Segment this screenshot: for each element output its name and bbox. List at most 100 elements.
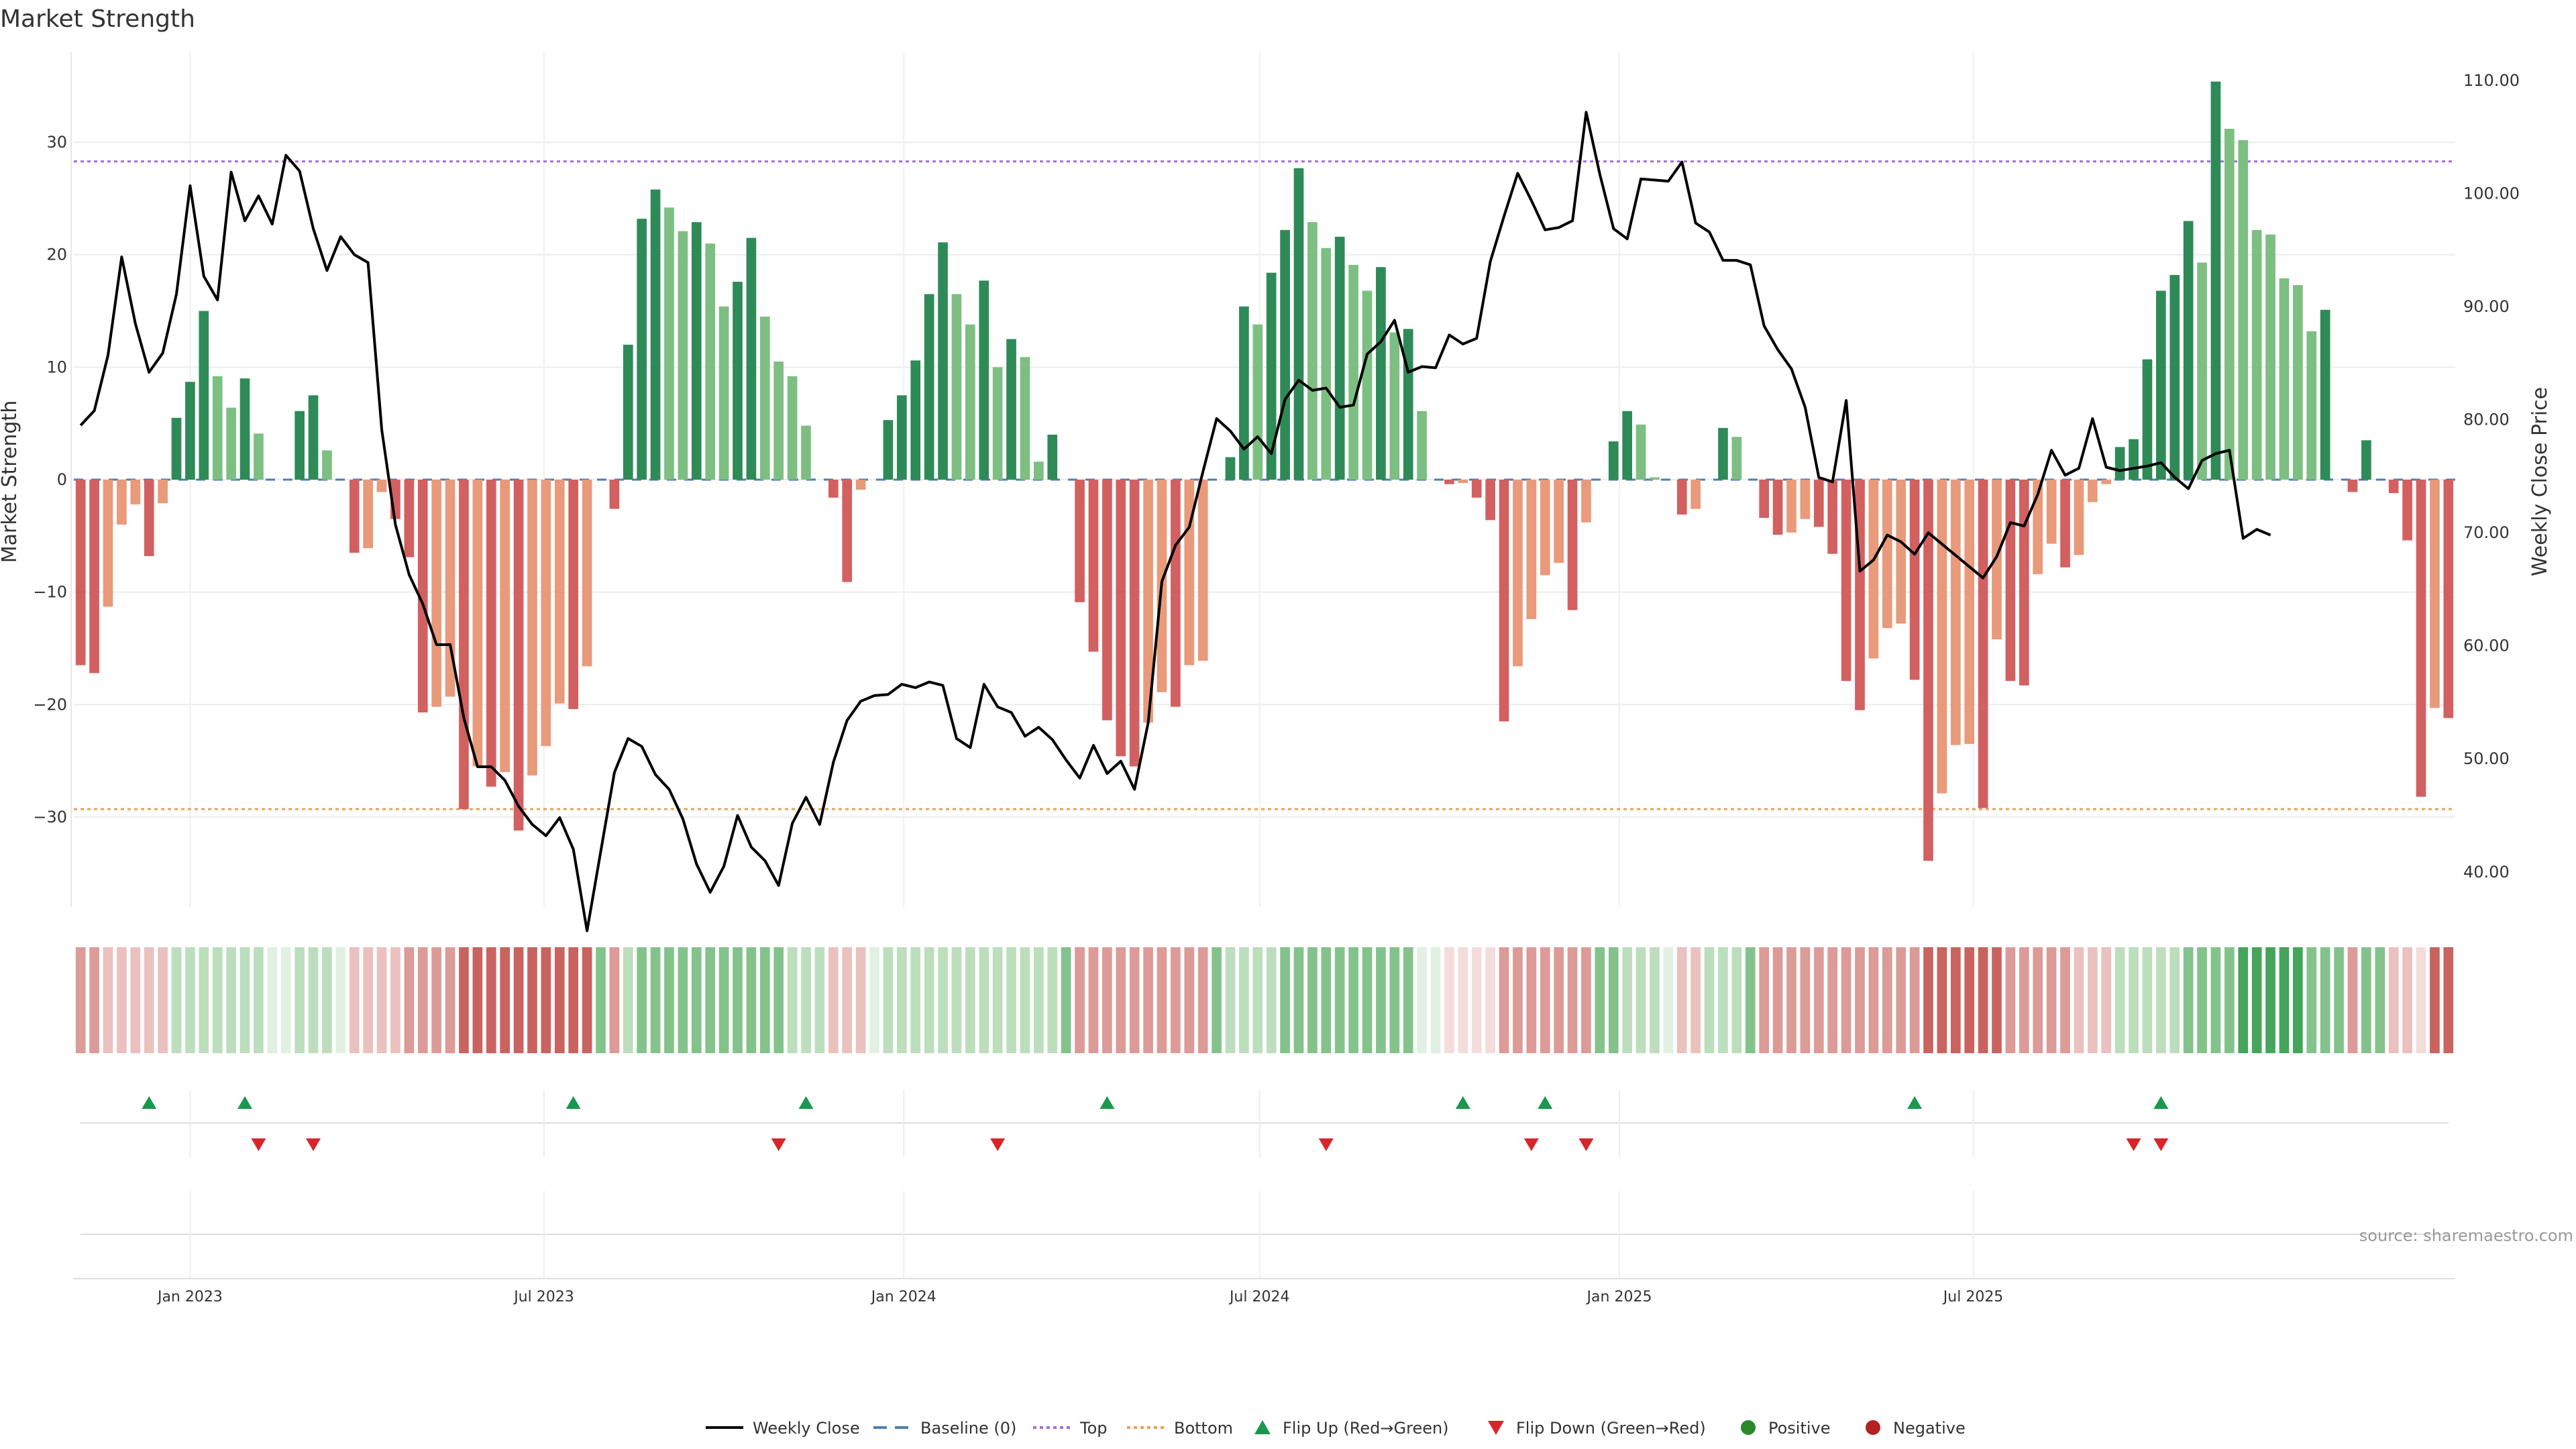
strength-bar — [554, 480, 565, 704]
strength-bar — [1184, 480, 1195, 665]
legend-item-baseline: Baseline (0) — [873, 1419, 1016, 1438]
y-right-tick-label: 110.00 — [2463, 71, 2520, 90]
heat-cell — [2087, 947, 2098, 1053]
strength-bar — [1964, 480, 1975, 744]
heat-cell — [582, 947, 592, 1053]
strength-bar — [568, 480, 579, 709]
strength-bar — [1444, 480, 1454, 484]
strength-bar — [2279, 278, 2290, 480]
heat-cell — [1567, 947, 1578, 1053]
strength-bar — [1813, 480, 1824, 527]
strength-bar — [1129, 480, 1140, 767]
strength-bar — [1635, 424, 1646, 480]
heat-cell — [144, 947, 154, 1053]
legend-icon-positive — [1741, 1420, 1756, 1435]
heat-cell — [1020, 947, 1030, 1053]
strength-bar — [883, 420, 894, 480]
strength-bar — [1731, 437, 1742, 480]
heat-cell — [1485, 947, 1495, 1053]
legend-label: Weekly Close — [753, 1419, 860, 1438]
flip-up-marker — [1907, 1096, 1923, 1109]
strength-bar — [500, 480, 511, 772]
heat-cell — [1663, 947, 1674, 1053]
heat-cell — [1293, 947, 1304, 1053]
heat-cell — [117, 947, 127, 1053]
strength-bar — [308, 395, 319, 480]
legend-label: Baseline (0) — [920, 1419, 1016, 1438]
heat-cell — [2293, 947, 2303, 1053]
strength-bar — [1978, 480, 1988, 808]
heat-cell — [773, 947, 784, 1053]
heat-cell — [1116, 947, 1126, 1053]
heat-cell — [951, 947, 962, 1053]
heat-cell — [308, 947, 319, 1053]
flip-up-marker — [1099, 1096, 1115, 1109]
strength-bar — [1992, 480, 2002, 640]
flip-down-marker — [306, 1138, 321, 1151]
heat-cell — [2361, 947, 2371, 1053]
heat-cell — [1772, 947, 1783, 1053]
strength-bar — [1622, 411, 1633, 480]
heat-cell — [965, 947, 975, 1053]
heat-cell — [472, 947, 483, 1053]
strength-bar — [1718, 427, 1728, 480]
strength-bar — [1759, 480, 1770, 518]
strength-bar — [1841, 480, 1851, 682]
y-left-tick-label: 0 — [57, 470, 67, 489]
strength-bar — [705, 243, 716, 480]
heat-cell — [513, 947, 524, 1053]
heat-cell — [1430, 947, 1441, 1053]
y-left-tick-label: 30 — [46, 133, 67, 152]
heat-cell — [910, 947, 921, 1053]
heat-cell — [1239, 947, 1249, 1053]
heat-cell — [691, 947, 702, 1053]
strength-bar — [951, 294, 962, 480]
legend-label: Flip Up (Red→Green) — [1283, 1419, 1449, 1438]
heat-cell — [609, 947, 620, 1053]
strength-bar — [924, 294, 934, 480]
strength-bar — [1650, 477, 1660, 480]
strength-bar — [938, 242, 948, 480]
strength-bar — [117, 480, 127, 525]
legend-item-negative: Negative — [1866, 1419, 1966, 1438]
heat-cell — [1513, 947, 1523, 1053]
flip-down-marker — [1318, 1138, 1334, 1151]
heat-cell — [650, 947, 661, 1053]
strength-bar — [1266, 272, 1277, 480]
heat-cell — [1950, 947, 1961, 1053]
strength-bar — [2293, 284, 2303, 480]
heat-cell — [1526, 947, 1537, 1053]
y-right-tick-label: 60.00 — [2463, 637, 2510, 655]
strength-bar — [664, 207, 674, 480]
strength-bar — [1608, 441, 1619, 480]
strength-bar — [2114, 447, 2125, 480]
heat-cell — [2046, 947, 2057, 1053]
heat-cell — [322, 947, 332, 1053]
strength-bar — [1690, 480, 1701, 509]
strength-bar — [1116, 480, 1126, 757]
heat-cell — [294, 947, 305, 1053]
heat-cell — [1978, 947, 1988, 1053]
heat-cell — [1006, 947, 1016, 1053]
legend-label: Bottom — [1174, 1419, 1233, 1438]
strength-bar — [2074, 480, 2084, 555]
heat-cell — [1197, 947, 1208, 1053]
legend-label: Top — [1079, 1419, 1108, 1438]
flip-down-marker — [2126, 1138, 2141, 1151]
heat-cell — [746, 947, 757, 1053]
heat-cell — [718, 947, 729, 1053]
strength-bar — [623, 344, 633, 480]
strength-bar — [1321, 248, 1332, 480]
strength-bar — [1334, 236, 1345, 480]
strength-bar — [144, 480, 154, 556]
strength-bar — [513, 480, 524, 831]
strength-bar — [2197, 262, 2207, 480]
strength-heat-strip — [75, 947, 2454, 1053]
strength-bar — [1499, 480, 1509, 722]
heat-cell — [1458, 947, 1468, 1053]
strength-bar — [2169, 274, 2180, 480]
heat-cell — [2210, 947, 2221, 1053]
strength-bar — [1676, 480, 1687, 515]
heat-cell — [2156, 947, 2166, 1053]
heat-cell — [1034, 947, 1044, 1053]
